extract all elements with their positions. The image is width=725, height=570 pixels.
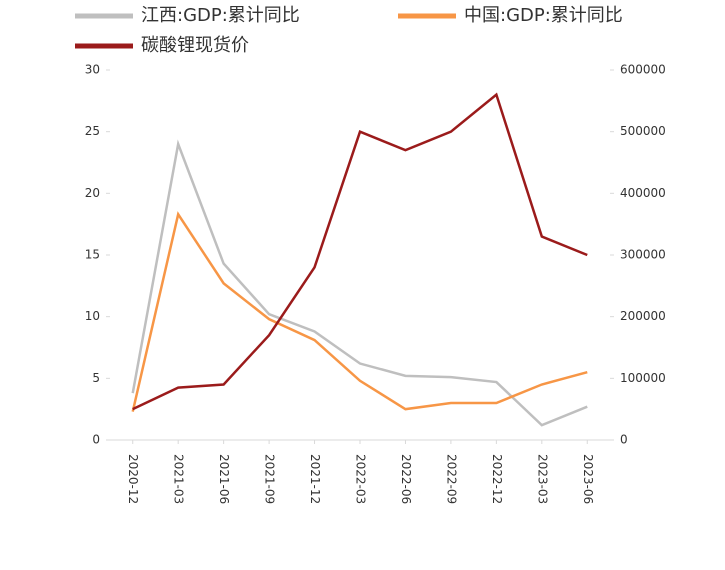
y-tick-label: 0 (92, 433, 100, 447)
x-tick-label: 2023-06 (581, 454, 595, 504)
legend-label: 碳酸锂现货价 (141, 35, 249, 56)
x-tick-label: 2021-12 (308, 454, 322, 504)
y2-tick-label: 0 (620, 433, 628, 447)
y-tick-label: 30 (85, 63, 100, 77)
y-tick-label: 5 (92, 371, 100, 385)
y2-tick-label: 600000 (620, 63, 666, 77)
legend-label: 中国:GDP:累计同比 (464, 5, 623, 26)
y2-tick-label: 200000 (620, 309, 666, 323)
y-tick-label: 10 (85, 309, 100, 323)
series-line (132, 92, 588, 411)
y-tick-label: 15 (85, 248, 100, 262)
x-tick-label: 2021-06 (217, 454, 231, 504)
y-tick-label: 25 (85, 124, 100, 138)
x-tick-label: 2022-03 (354, 454, 368, 504)
legend-label: 江西:GDP:累计同比 (141, 5, 300, 26)
x-tick-label: 2022-09 (444, 454, 458, 504)
x-tick-label: 2021-03 (172, 454, 186, 504)
x-tick-label: 2020-12 (126, 454, 140, 504)
series-line (131, 139, 588, 427)
series-line (131, 211, 588, 412)
y2-tick-label: 500000 (620, 124, 666, 138)
x-tick-label: 2023-03 (535, 454, 549, 504)
x-tick-label: 2021-09 (263, 454, 277, 504)
y2-tick-label: 400000 (620, 186, 666, 200)
x-tick-label: 2022-12 (490, 454, 504, 504)
x-tick-label: 2022-06 (399, 454, 413, 504)
y2-tick-label: 100000 (620, 371, 666, 385)
y2-tick-label: 300000 (620, 248, 666, 262)
y-tick-label: 20 (85, 186, 100, 200)
